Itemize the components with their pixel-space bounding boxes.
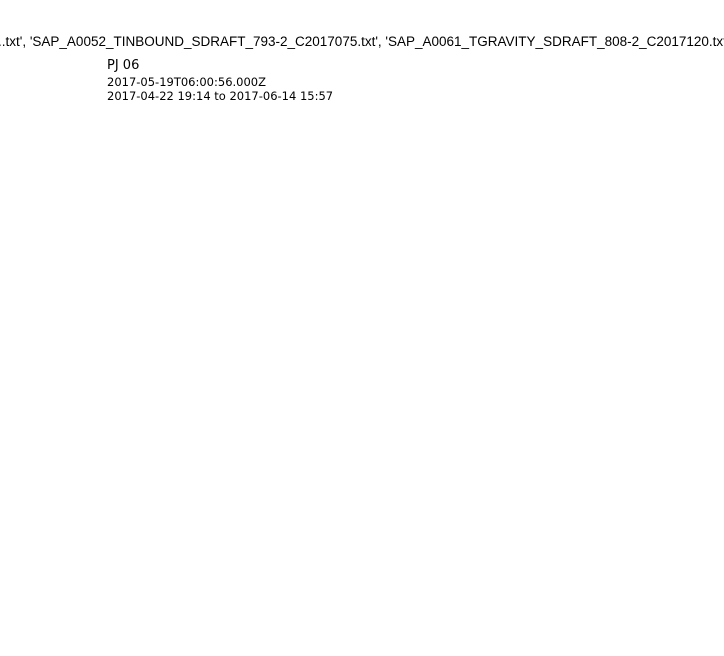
annotation-perijove-label: PJ 06 [107, 58, 140, 73]
annotation-time-range: 2017-04-22 19:14 to 2017-06-14 15:57 [107, 88, 334, 103]
annotation-perijove-time: 2017-05-19T06:00:56.000Z [107, 75, 266, 89]
figure-title: ..txt', 'SAP_A0052_TINBOUND_SDRAFT_793-2… [0, 34, 724, 49]
